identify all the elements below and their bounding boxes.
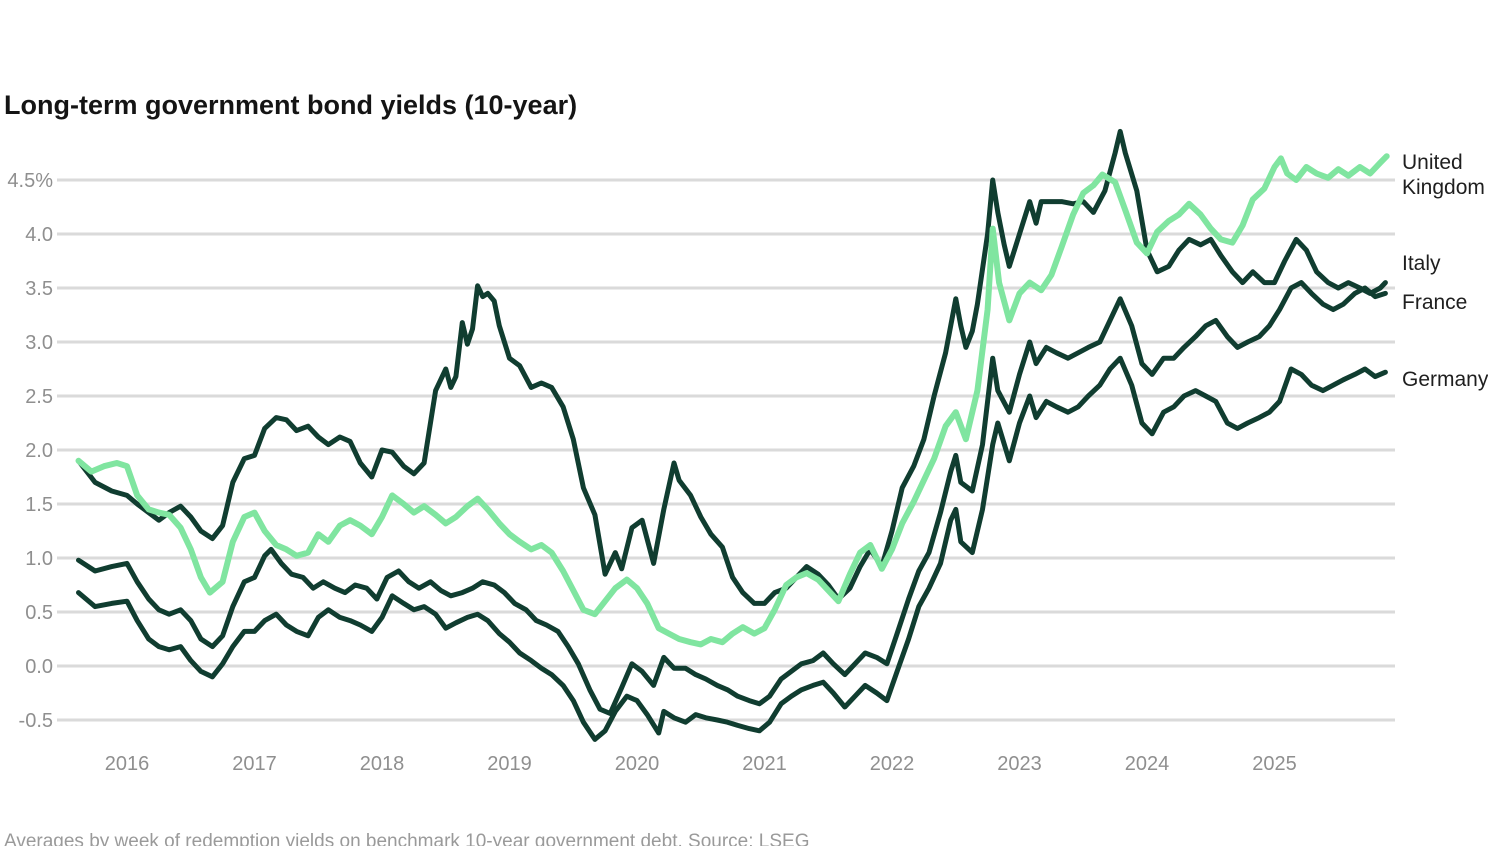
x-tick-label: 2025 bbox=[1252, 753, 1297, 775]
series-label-france: France bbox=[1402, 291, 1467, 314]
series-line-italy bbox=[76, 128, 1388, 606]
x-axis-tick-labels: 2016 2017 2018 2019 2020 2021 2022 2023 2024 2025 bbox=[105, 753, 1297, 775]
series-label-germany: Germany bbox=[1402, 368, 1488, 391]
y-tick-label: -0.5 bbox=[19, 710, 53, 732]
y-tick-label: 4.0 bbox=[25, 224, 53, 246]
x-tick-label: 2022 bbox=[870, 753, 915, 775]
x-tick-label: 2021 bbox=[742, 753, 787, 775]
y-tick-label: 2.0 bbox=[25, 440, 53, 462]
series-label-united-kingdom: United bbox=[1402, 151, 1463, 174]
y-axis-tick-labels: 4.5% 4.0 3.5 3.0 2.5 2.0 1.5 1.0 0.5 0.0 -0.5 bbox=[7, 170, 53, 732]
x-tick-label: 2017 bbox=[232, 753, 277, 775]
y-tick-label: 2.5 bbox=[25, 386, 53, 408]
y-tick-label: 3.0 bbox=[25, 332, 53, 354]
x-tick-label: 2019 bbox=[487, 753, 532, 775]
chart-footnote: Averages by week of redemption yields on… bbox=[4, 831, 810, 846]
y-tick-label: 0.5 bbox=[25, 602, 53, 624]
series-line-france bbox=[76, 280, 1388, 716]
x-tick-label: 2018 bbox=[360, 753, 405, 775]
y-tick-label: 0.0 bbox=[25, 656, 53, 678]
x-tick-label: 2016 bbox=[105, 753, 150, 775]
x-tick-label: 2020 bbox=[615, 753, 660, 775]
chart-title: Long-term government bond yields (10-yea… bbox=[4, 90, 578, 121]
series-label-united-kingdom: Kingdom bbox=[1402, 176, 1485, 199]
series-lines bbox=[75, 128, 1390, 742]
series-label-italy: Italy bbox=[1402, 252, 1441, 275]
y-tick-label: 1.5 bbox=[25, 494, 53, 516]
y-tick-label: 4.5% bbox=[7, 170, 53, 192]
series-line-united-kingdom bbox=[75, 153, 1390, 648]
x-tick-label: 2024 bbox=[1125, 753, 1170, 775]
series-line-germany bbox=[76, 355, 1388, 742]
x-tick-label: 2023 bbox=[997, 753, 1042, 775]
y-tick-label: 1.0 bbox=[25, 548, 53, 570]
y-tick-label: 3.5 bbox=[25, 278, 53, 300]
